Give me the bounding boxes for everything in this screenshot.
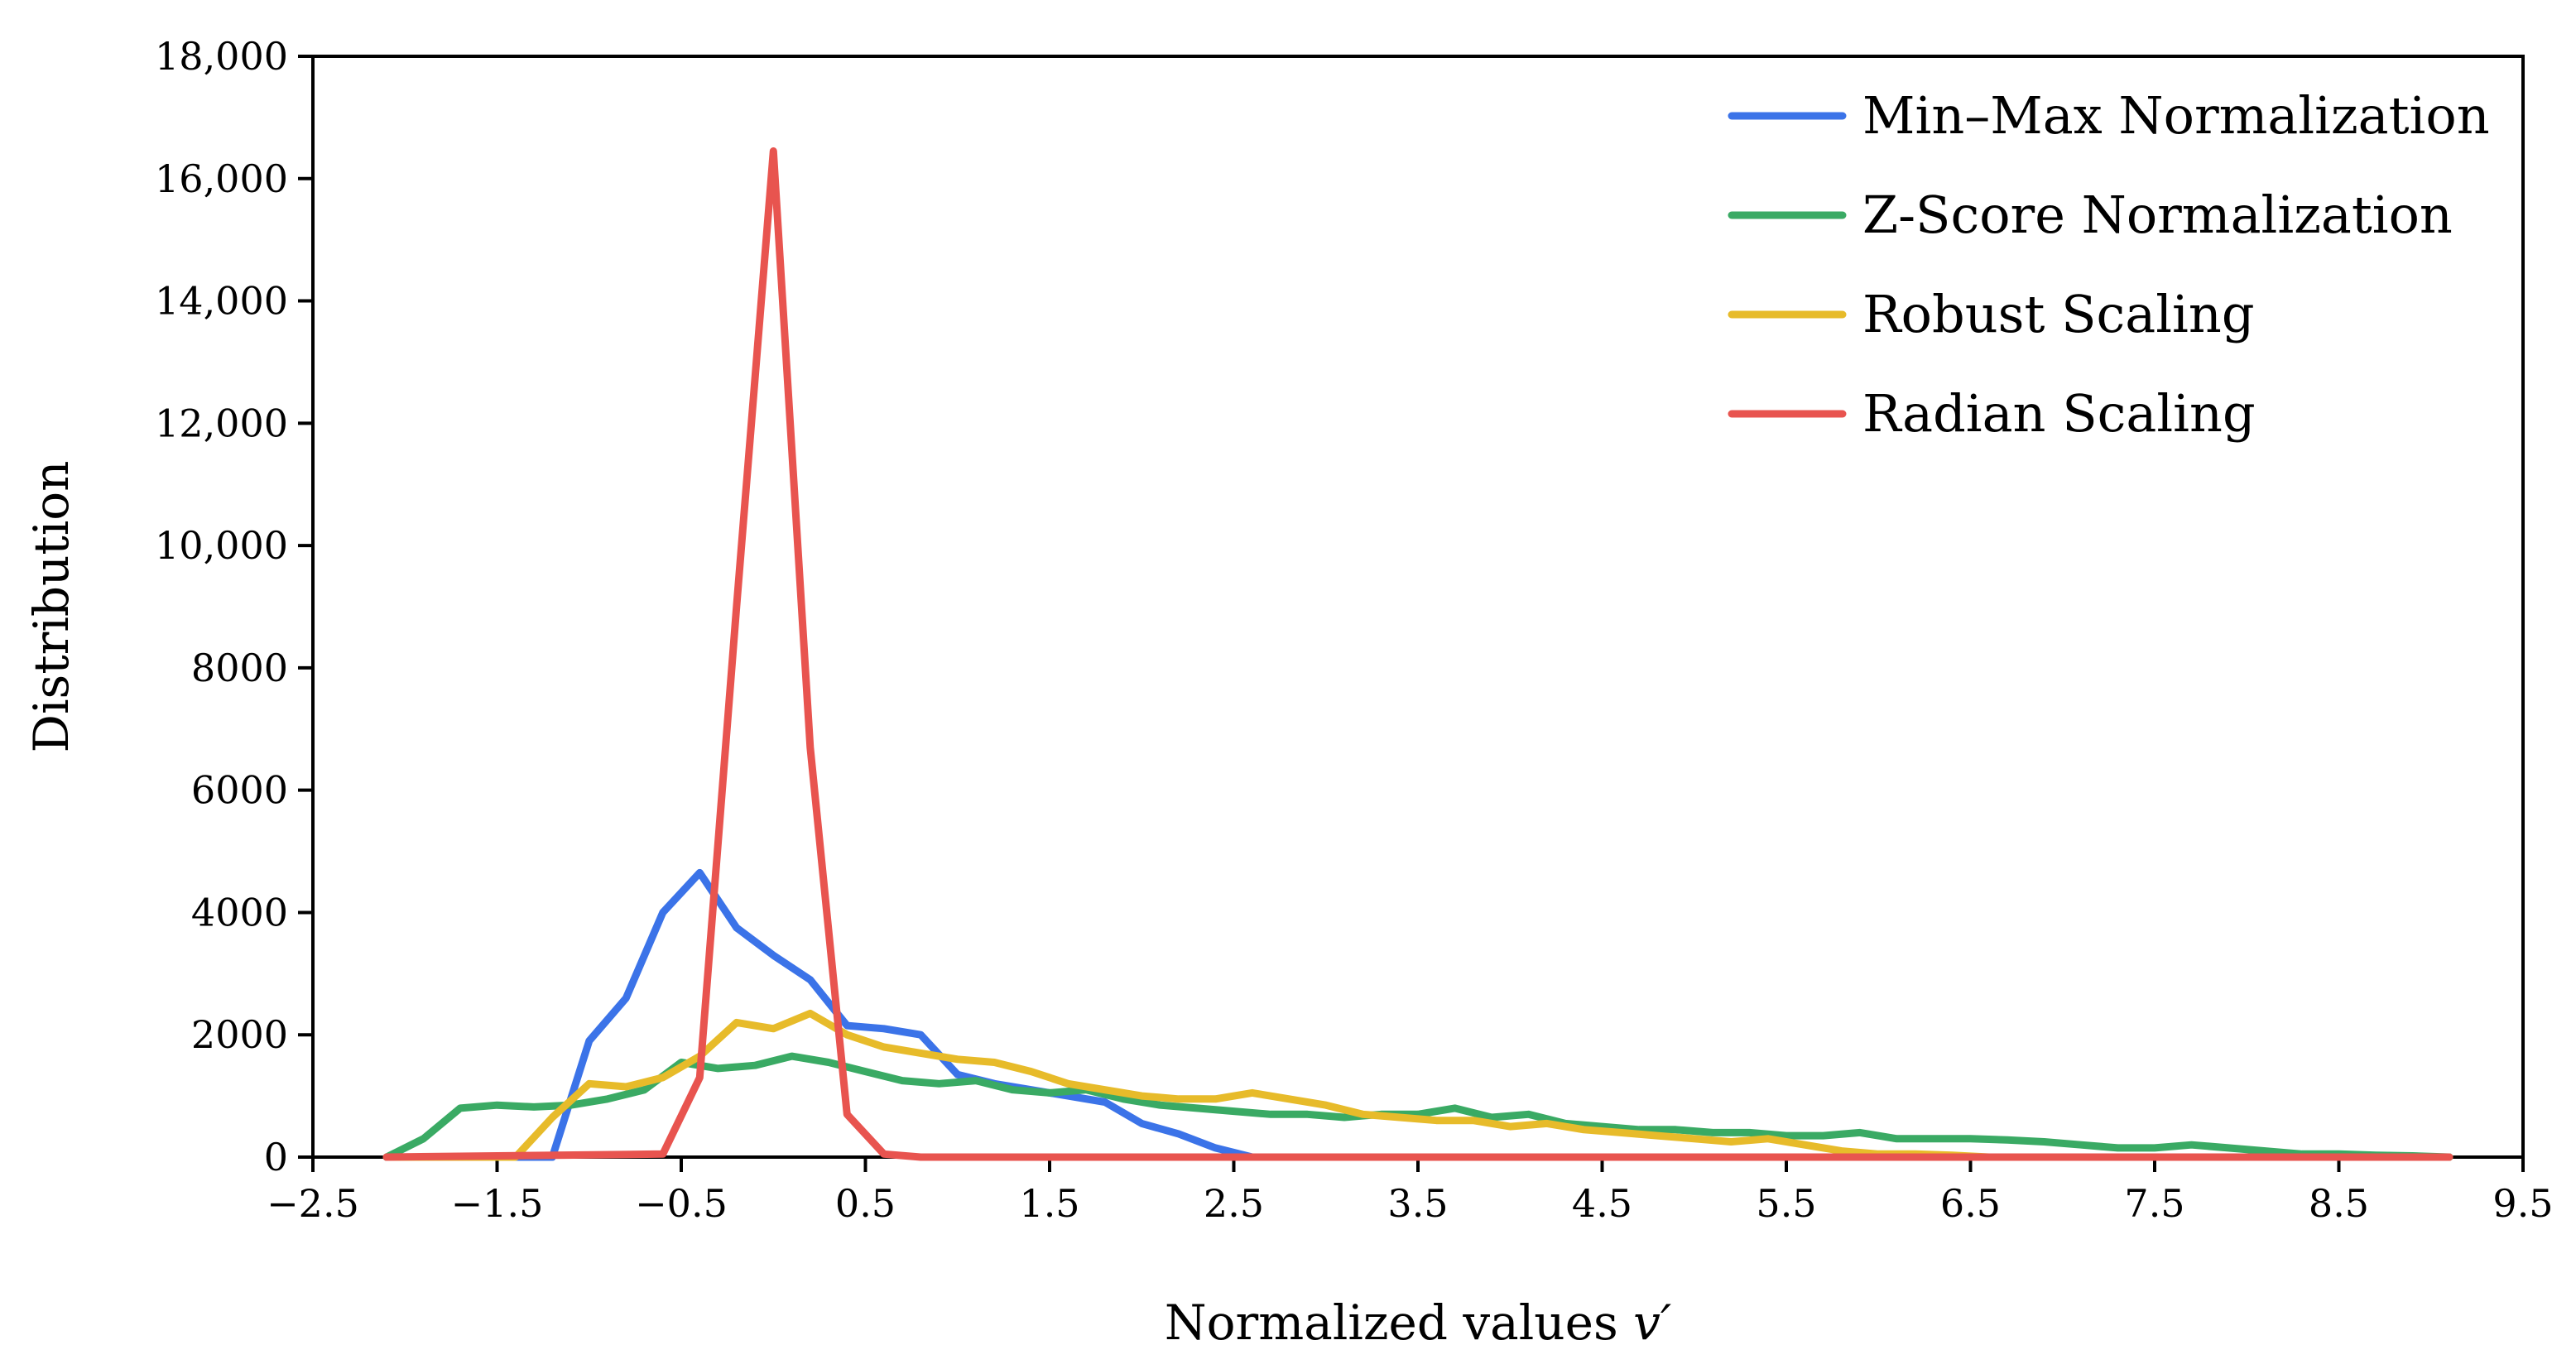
x-tick-label: 3.5 bbox=[1387, 1181, 1448, 1226]
x-tick-label: 9.5 bbox=[2492, 1181, 2553, 1226]
y-tick-label: 0 bbox=[264, 1135, 288, 1179]
y-tick-label: 12,000 bbox=[155, 401, 288, 445]
series-line-2 bbox=[382, 1009, 2453, 1161]
x-tick-label: 1.5 bbox=[1019, 1181, 1079, 1226]
x-axis-title-symbol: v′ bbox=[1633, 1295, 1671, 1351]
legend-label-2: Robust Scaling bbox=[1862, 284, 2255, 344]
legend-label-0: Min–Max Normalization bbox=[1862, 85, 2490, 146]
x-axis: −2.5 −1.5 −0.5 0.5 1.5 2.5 3.5 4.5 5.5 6.5 7.5 8.5 9… bbox=[267, 1157, 2554, 1226]
x-tick-label: 4.5 bbox=[1572, 1181, 1632, 1226]
x-tick-label: 7.5 bbox=[2124, 1181, 2184, 1226]
y-tick-label: 4000 bbox=[191, 890, 288, 934]
y-tick-label: 2000 bbox=[191, 1012, 288, 1057]
x-tick-label: −2.5 bbox=[267, 1181, 359, 1226]
y-axis: 0 2000 4000 6000 8000 10,000 12,000 14,000 16,00… bbox=[155, 34, 313, 1179]
y-tick-label: 6000 bbox=[191, 768, 288, 813]
x-tick-label: 2.5 bbox=[1204, 1181, 1264, 1226]
legend: Min–Max Normalization Z-Score Normalizati… bbox=[1728, 85, 2490, 444]
x-tick-label: 8.5 bbox=[2309, 1181, 2369, 1226]
x-tick-label: 5.5 bbox=[1756, 1181, 1816, 1226]
y-tick-label: 10,000 bbox=[155, 523, 288, 568]
series-line-1 bbox=[382, 1052, 2453, 1161]
y-axis-title: Distribution bbox=[23, 460, 79, 752]
y-tick-label: 14,000 bbox=[155, 279, 288, 324]
x-tick-label: 6.5 bbox=[1940, 1181, 2001, 1226]
legend-label-3: Radian Scaling bbox=[1862, 383, 2256, 444]
x-tick-label: 0.5 bbox=[835, 1181, 896, 1226]
y-tick-label: 8000 bbox=[191, 646, 288, 690]
legend-label-1: Z-Score Normalization bbox=[1862, 185, 2453, 245]
series-lines bbox=[382, 147, 2453, 1161]
x-axis-title: Normalized values v′ bbox=[1165, 1295, 1671, 1351]
series-line-3 bbox=[382, 147, 2453, 1161]
y-tick-label: 18,000 bbox=[155, 34, 288, 79]
y-tick-label: 16,000 bbox=[155, 156, 288, 201]
x-tick-label: −0.5 bbox=[635, 1181, 728, 1226]
x-tick-label: −1.5 bbox=[451, 1181, 544, 1226]
x-axis-title-text: Normalized values bbox=[1165, 1295, 1618, 1351]
